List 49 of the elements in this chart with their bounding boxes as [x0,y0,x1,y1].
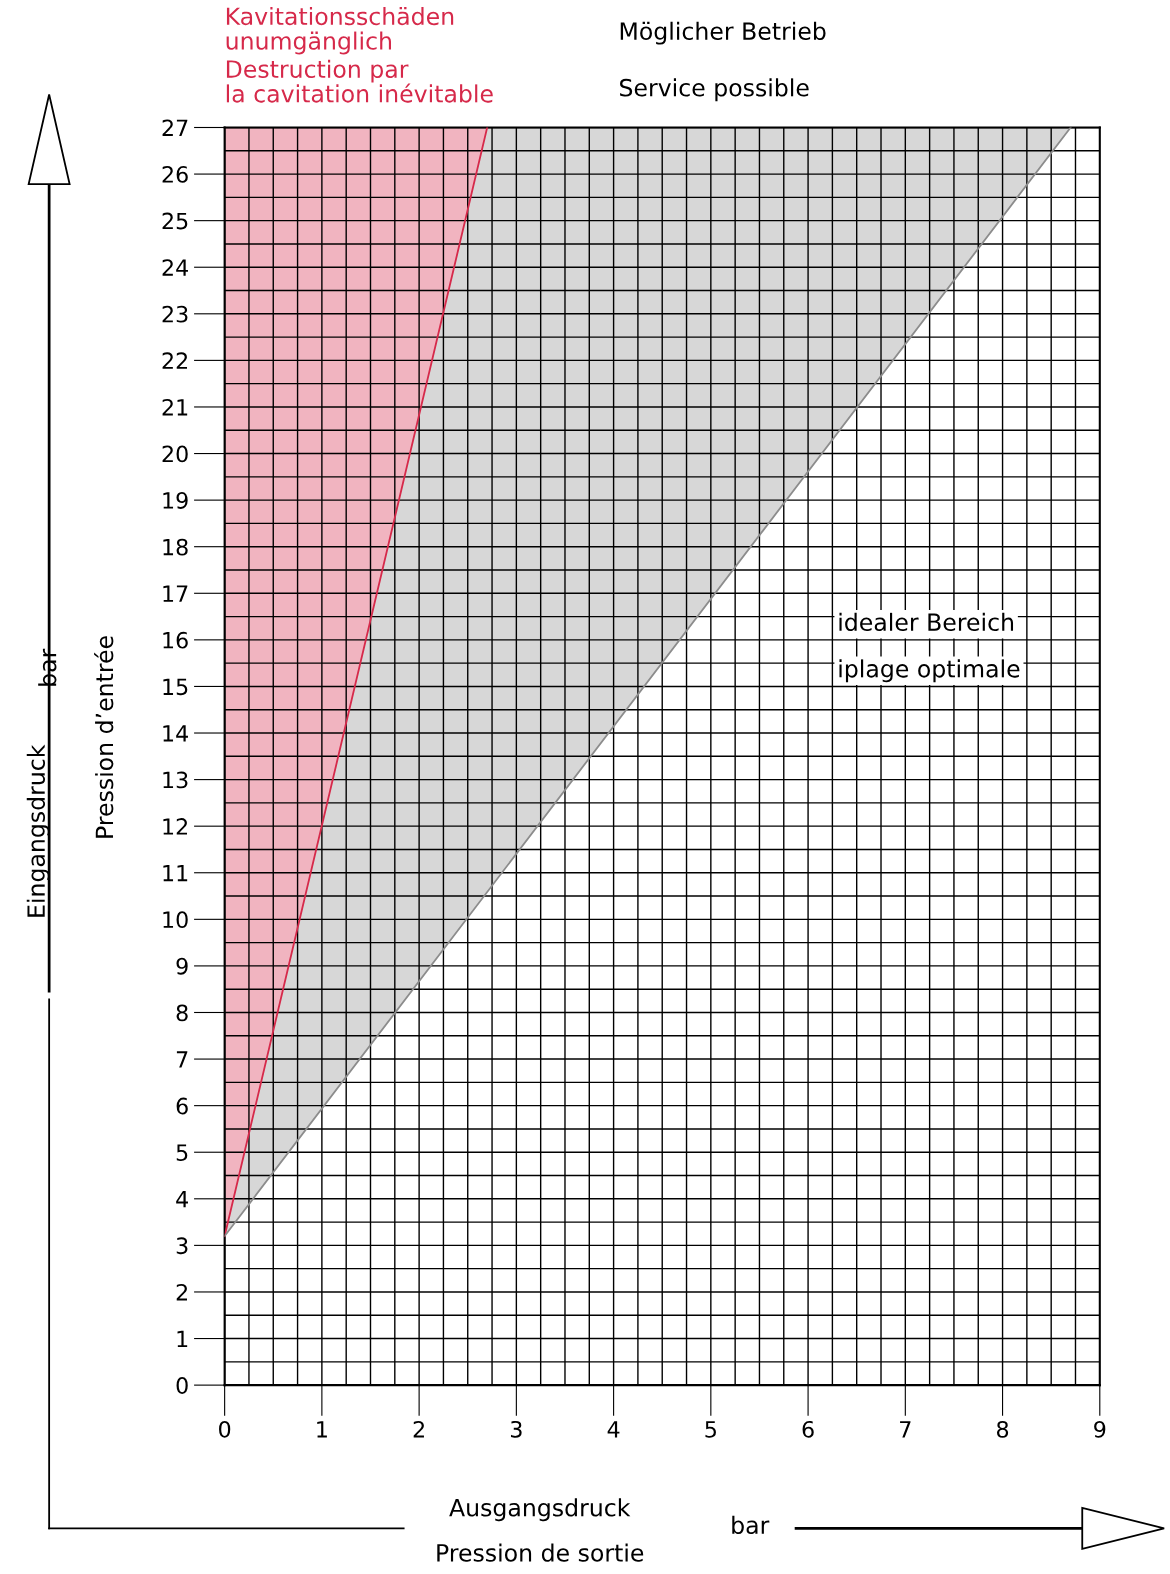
y-tick-label: 10 [163,911,188,929]
y-tick-label: 14 [163,725,188,742]
x-tick-label: 6 [802,1420,814,1438]
x-tick-label: 4 [607,1421,620,1438]
text: Pression d’entrée [94,636,114,838]
y-tick-label: 19 [163,492,188,509]
text: Service possible [620,78,809,102]
y-tick-label: 27 [162,119,188,136]
y-tick-label: 12 [163,818,187,835]
y-tick-label: 17 [163,585,188,602]
x-tick-label: 7 [900,1421,911,1438]
y-tick-label: 16 [163,631,188,649]
y-tick-label: 22 [162,352,187,369]
x-tick-label: 8 [997,1420,1009,1438]
y-tick-label: 1 [177,1330,188,1347]
x-tick-label: 0 [219,1420,231,1438]
x-tick-label: 1 [317,1421,327,1438]
text: Destruction par la cavitation inévitable [226,59,493,103]
y-tick-label: 15 [163,678,188,696]
y-tick-label: 20 [162,445,188,463]
y-tick-label: 18 [163,538,188,556]
y-tick-label: 21 [162,398,188,416]
y-tick-label: 24 [162,259,188,276]
y-tick-label: 9 [176,957,188,975]
y-tick-label: 26 [162,166,188,183]
y-axis-title: Eingangsdruck [26,744,50,917]
text: bar [732,1515,770,1535]
y-tick-label: 5 [176,1144,188,1161]
y-tick-label: 4 [176,1191,188,1208]
y-tick-label: 8 [176,1004,188,1022]
annotation: idealer Bereich [839,612,1014,632]
text: Kavitationsschäden unumgänglich [226,6,454,55]
y-tick-label: 3 [176,1237,188,1255]
x-tick-label: 3 [510,1420,522,1438]
text: Möglicher Betrieb [620,21,826,45]
annotation: iplage optimale [839,659,1020,683]
text: Pression de sortie [437,1543,644,1562]
y-tick-label: 0 [176,1377,188,1394]
x-tick-label: 2 [413,1420,424,1438]
y-tick-label: 11 [163,865,188,882]
y-tick-label: 2 [176,1283,187,1301]
x-axis-title: Ausgangsdruck [449,1498,631,1522]
x-tick-label: 9 [1094,1420,1106,1438]
y-tick-label: 7 [176,1051,188,1068]
y-tick-label: 23 [162,305,188,323]
y-tick-label: 6 [176,1097,188,1115]
x-tick-label: 5 [705,1421,716,1438]
y-tick-label: 13 [163,771,188,789]
y-tick-label: 25 [162,212,188,230]
